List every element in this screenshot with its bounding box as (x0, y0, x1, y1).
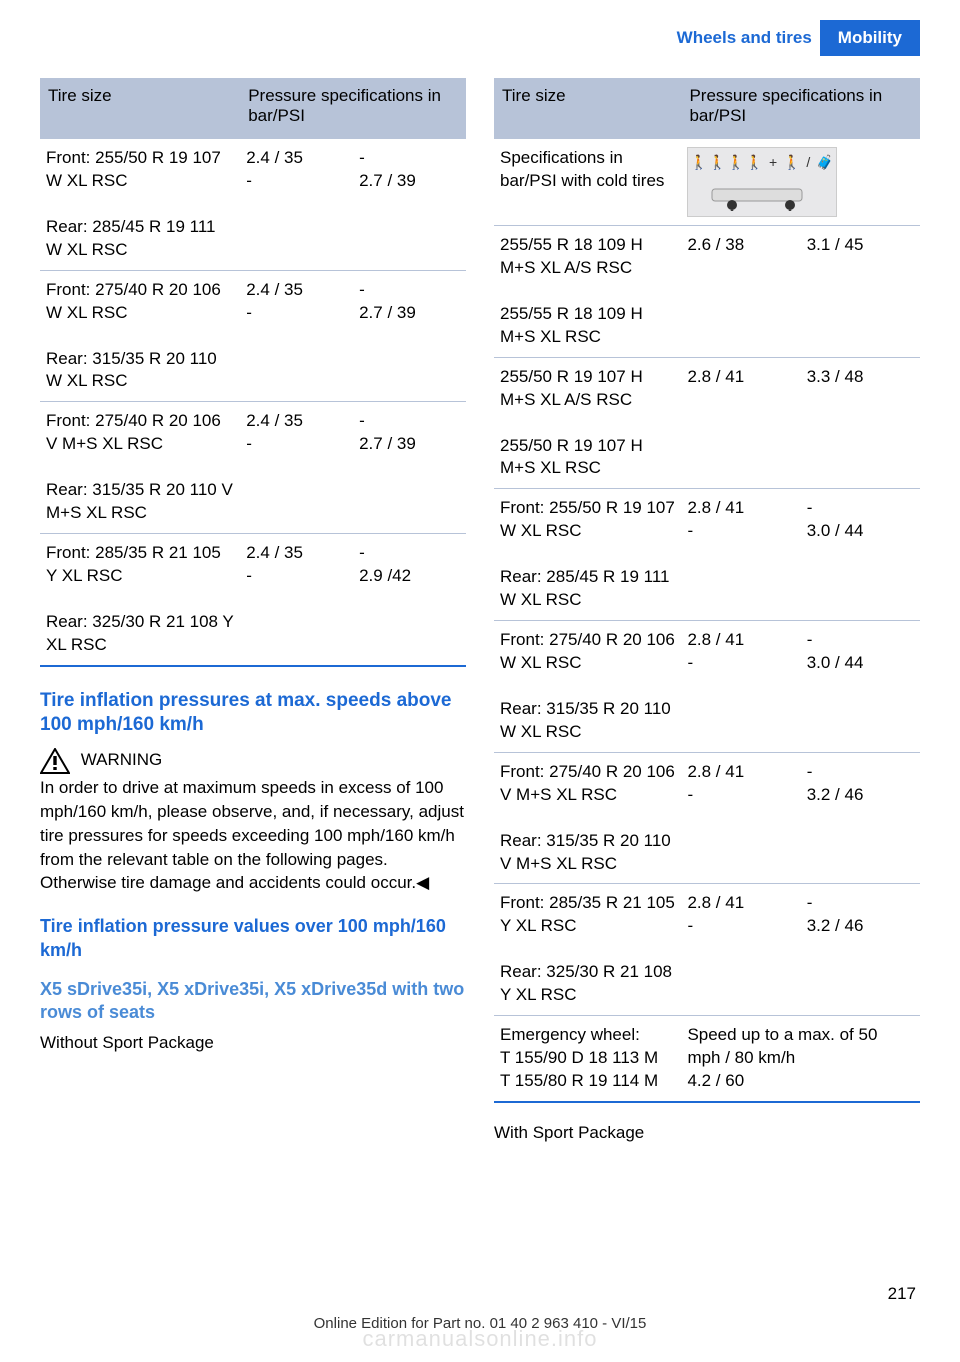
table-row: Front: 275/40 R 20 106 V M+S XL RSCRear:… (494, 752, 920, 884)
table-row: Front: 255/50 R 19 107 W XL RSCRear: 285… (494, 489, 920, 621)
table-row: 255/50 R 19 107 H M+S XL A/S RSC255/50 R… (494, 357, 920, 489)
table-row: Specifications in bar/PSI with cold tire… (494, 139, 920, 226)
page-header: Wheels and tires Mobility (677, 20, 920, 56)
pressure-cell: -3.0 / 44 (801, 621, 920, 753)
subtext-without-sport: Without Sport Package (40, 1031, 466, 1055)
table-row: Front: 285/35 R 21 105 Y XL RSCRear: 325… (40, 534, 466, 666)
tire-size-cell: Front: 275/40 R 20 106 V M+S XL RSCRear:… (494, 752, 681, 884)
table-row: Emergency wheel:T 155/90 D 18 113 MT 155… (494, 1016, 920, 1102)
pressure-cell: -2.7 / 39 (353, 139, 466, 271)
tire-pressure-table-right: Tire size Pressure specifications in bar… (494, 78, 920, 1103)
tire-size-cell: Emergency wheel:T 155/90 D 18 113 MT 155… (494, 1016, 681, 1102)
table-row: Front: 275/40 R 20 106 V M+S XL RSCRear:… (40, 402, 466, 534)
load-diagram-icon: 🚶🚶🚶🚶 + 🚶 / 🧳 (687, 147, 837, 217)
table-row: 255/55 R 18 109 H M+S XL A/S RSC255/55 R… (494, 226, 920, 358)
pressure-cell: 2.8 / 41 (681, 357, 800, 489)
pressure-cell: Speed up to a max. of 50 mph / 80 km/h4.… (681, 1016, 920, 1102)
pressure-cell: 2.6 / 38 (681, 226, 800, 358)
pressure-cell: 3.3 / 48 (801, 357, 920, 489)
page-number: 217 (888, 1284, 916, 1304)
pressure-cell: 2.4 / 35- (240, 270, 353, 402)
warning-block: WARNING In order to drive at maximum spe… (40, 748, 466, 895)
tire-size-cell: Front: 255/50 R 19 107 W XL RSCRear: 285… (40, 139, 240, 271)
table-header-tiresize: Tire size (40, 78, 240, 139)
pressure-cell: 3.1 / 45 (801, 226, 920, 358)
table-header-pressure: Pressure specifications in bar/PSI (240, 78, 466, 139)
tire-size-cell: Front: 275/40 R 20 106 W XL RSCRear: 315… (40, 270, 240, 402)
tire-size-cell: Front: 275/40 R 20 106 V M+S XL RSCRear:… (40, 402, 240, 534)
table-row: Front: 255/50 R 19 107 W XL RSCRear: 285… (40, 139, 466, 271)
pressure-cell: 2.4 / 35- (240, 139, 353, 271)
subtext-with-sport: With Sport Package (494, 1121, 920, 1145)
pressure-cell: 2.8 / 41- (681, 752, 800, 884)
pressure-cell: 2.4 / 35- (240, 534, 353, 666)
footer-edition-line: Online Edition for Part no. 01 40 2 963 … (0, 1315, 960, 1332)
tire-size-cell: Front: 255/50 R 19 107 W XL RSCRear: 285… (494, 489, 681, 621)
tire-size-cell: Front: 275/40 R 20 106 W XL RSCRear: 315… (494, 621, 681, 753)
warning-body: In order to drive at maximum speeds in e… (40, 778, 464, 892)
pressure-cell: -2.7 / 39 (353, 270, 466, 402)
heading-over-100: Tire inflation pressure values over 100 … (40, 915, 466, 962)
table-row: Front: 275/40 R 20 106 W XL RSCRear: 315… (40, 270, 466, 402)
tire-pressure-table-left: Tire size Pressure specifications in bar… (40, 78, 466, 667)
spec-label-cell: Specifications in bar/PSI with cold tire… (494, 139, 681, 226)
tire-size-cell: 255/50 R 19 107 H M+S XL A/S RSC255/50 R… (494, 357, 681, 489)
section-badge: Mobility (820, 20, 920, 56)
warning-label: WARNING (81, 750, 163, 769)
table-header-pressure: Pressure specifications in bar/PSI (681, 78, 920, 139)
tire-size-cell: Front: 285/35 R 21 105 Y XL RSCRear: 325… (494, 884, 681, 1016)
pressure-cell: 2.8 / 41- (681, 489, 800, 621)
pressure-cell: 2.8 / 41- (681, 621, 800, 753)
pressure-cell: -2.7 / 39 (353, 402, 466, 534)
breadcrumb: Wheels and tires (677, 28, 820, 48)
table-row: Front: 285/35 R 21 105 Y XL RSCRear: 325… (494, 884, 920, 1016)
table-header-tiresize: Tire size (494, 78, 681, 139)
heading-model-variant: X5 sDrive35i, X5 xDrive35i, X5 xDrive35d… (40, 978, 466, 1025)
load-diagram-cell: 🚶🚶🚶🚶 + 🚶 / 🧳 (681, 139, 920, 226)
pressure-cell: -3.2 / 46 (801, 752, 920, 884)
tire-size-cell: Front: 285/35 R 21 105 Y XL RSCRear: 325… (40, 534, 240, 666)
pressure-cell: 2.4 / 35- (240, 402, 353, 534)
warning-icon (40, 748, 70, 774)
pressure-cell: -2.9 /42 (353, 534, 466, 666)
left-column: Tire size Pressure specifications in bar… (40, 78, 466, 1145)
heading-max-speed: Tire inflation pressures at max. speeds … (40, 689, 466, 738)
pressure-cell: -3.0 / 44 (801, 489, 920, 621)
pressure-cell: 2.8 / 41- (681, 884, 800, 1016)
pressure-cell: -3.2 / 46 (801, 884, 920, 1016)
tire-size-cell: 255/55 R 18 109 H M+S XL A/S RSC255/55 R… (494, 226, 681, 358)
table-row: Front: 275/40 R 20 106 W XL RSCRear: 315… (494, 621, 920, 753)
right-column: Tire size Pressure specifications in bar… (494, 78, 920, 1145)
